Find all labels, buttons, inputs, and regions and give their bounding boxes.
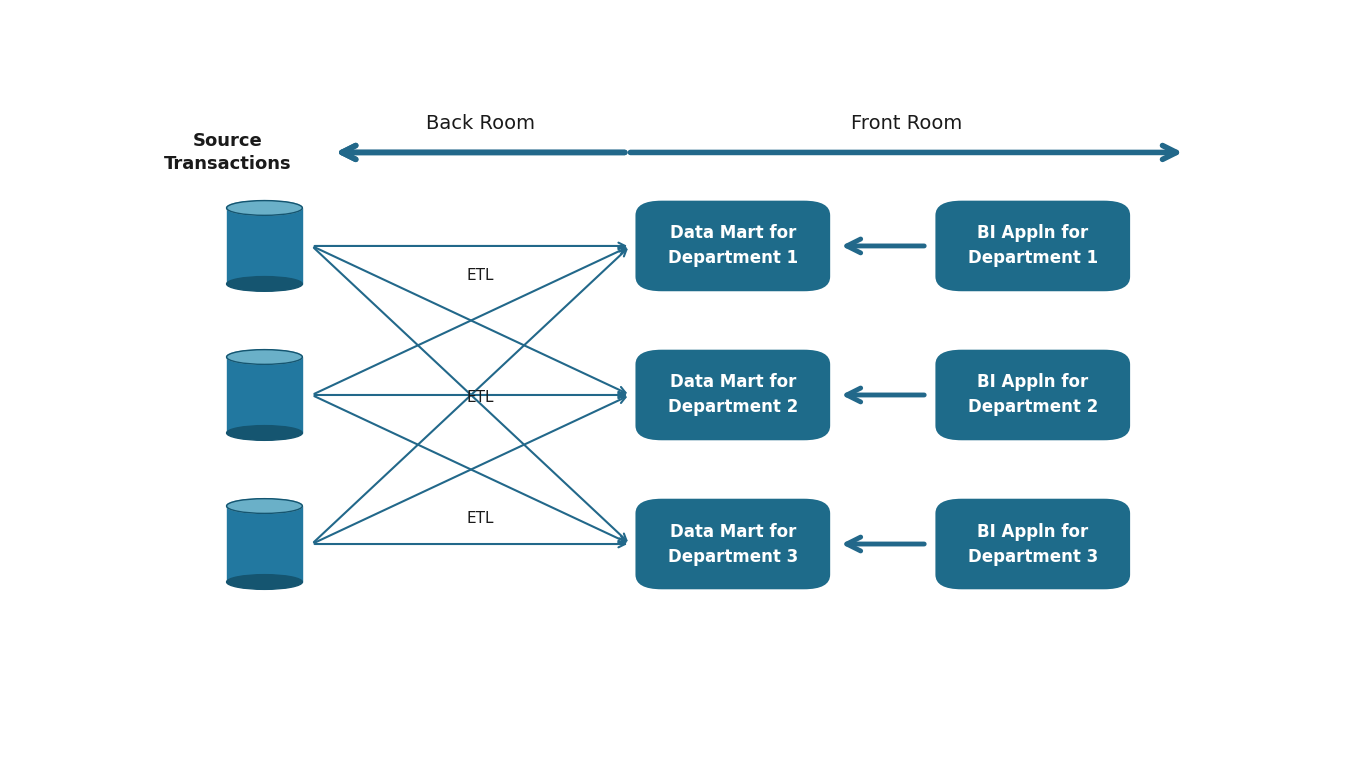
Text: ETL: ETL bbox=[466, 512, 494, 527]
FancyBboxPatch shape bbox=[936, 350, 1130, 440]
Ellipse shape bbox=[227, 200, 303, 216]
Text: Back Room: Back Room bbox=[425, 114, 535, 133]
FancyBboxPatch shape bbox=[636, 200, 830, 291]
Text: Data Mart for
Department 2: Data Mart for Department 2 bbox=[668, 373, 799, 417]
Text: ETL: ETL bbox=[466, 390, 494, 405]
Text: BI Appln for
Department 3: BI Appln for Department 3 bbox=[968, 522, 1097, 565]
Ellipse shape bbox=[227, 575, 303, 590]
Text: Data Mart for
Department 3: Data Mart for Department 3 bbox=[668, 522, 799, 565]
Bar bbox=[227, 208, 303, 284]
Text: Source
Transactions: Source Transactions bbox=[164, 132, 292, 172]
FancyBboxPatch shape bbox=[936, 200, 1130, 291]
Text: Front Room: Front Room bbox=[851, 114, 961, 133]
Ellipse shape bbox=[227, 276, 303, 291]
Text: BI Appln for
Department 2: BI Appln for Department 2 bbox=[968, 373, 1097, 417]
Ellipse shape bbox=[227, 350, 303, 364]
Text: BI Appln for
Department 1: BI Appln for Department 1 bbox=[968, 225, 1097, 267]
FancyBboxPatch shape bbox=[636, 499, 830, 589]
FancyBboxPatch shape bbox=[636, 350, 830, 440]
Ellipse shape bbox=[227, 499, 303, 513]
Text: ETL: ETL bbox=[466, 268, 494, 282]
Bar bbox=[227, 357, 303, 433]
Ellipse shape bbox=[227, 426, 303, 440]
Text: Data Mart for
Department 1: Data Mart for Department 1 bbox=[668, 225, 799, 267]
FancyBboxPatch shape bbox=[936, 499, 1130, 589]
Bar bbox=[227, 506, 303, 582]
